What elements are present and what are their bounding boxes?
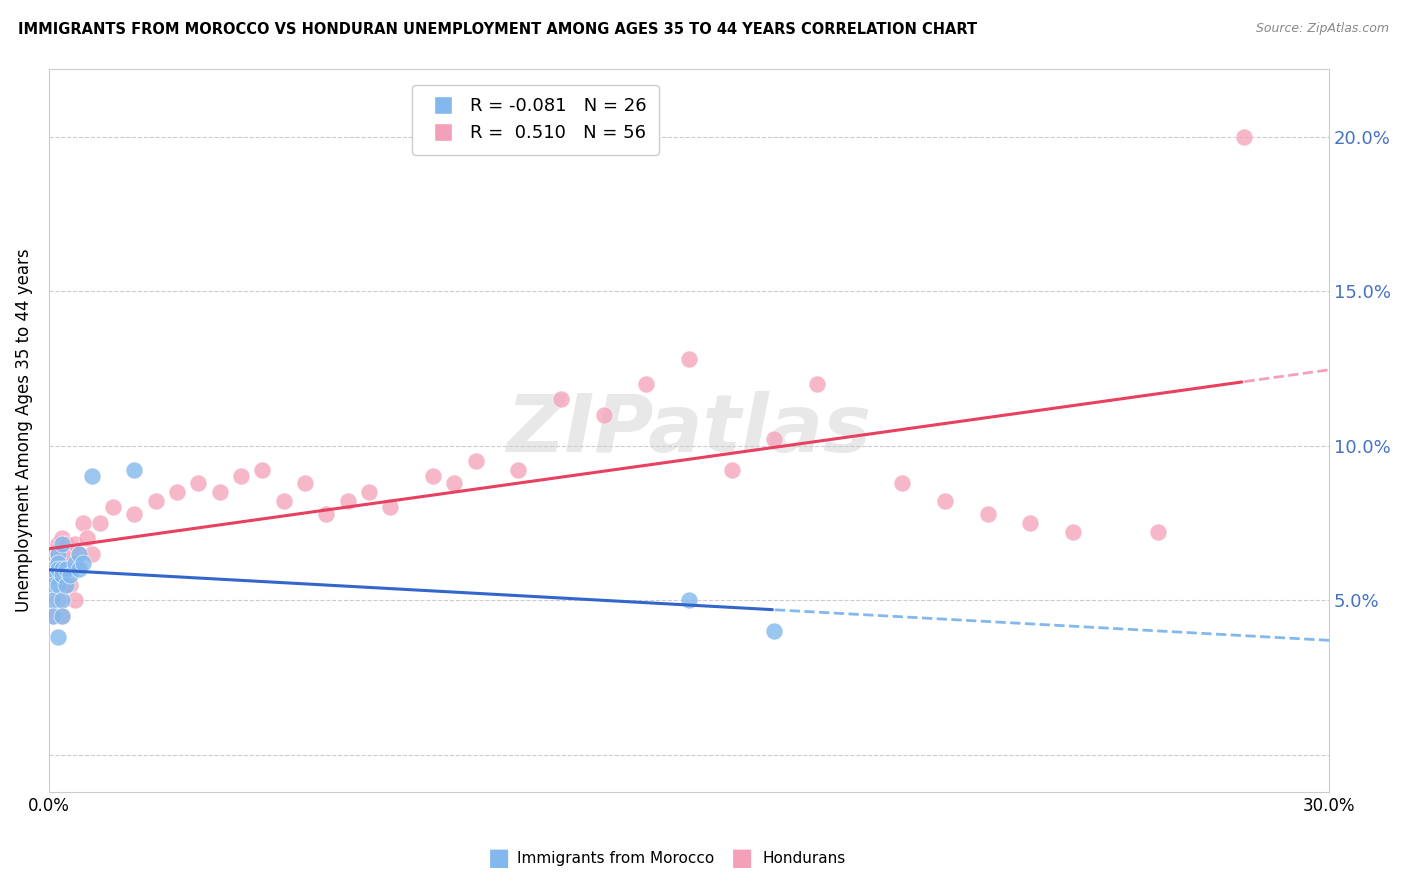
Point [763,433,786,447]
Point [51,562,73,576]
Point [51,568,73,582]
Point [46,577,69,591]
Point [55,577,77,591]
Point [229,469,252,483]
Point [124,507,146,521]
Point [51,608,73,623]
Point [42,562,65,576]
Point [806,376,828,391]
Point [101,500,124,515]
Point [55,577,77,591]
Point [273,494,295,508]
Point [1019,516,1042,530]
Point [55,562,77,576]
Point [166,484,188,499]
Point [46,562,69,576]
Point [67,562,90,576]
Point [63,537,86,551]
Point [891,475,914,490]
Point [42,547,65,561]
Point [59,547,82,561]
Point [124,463,146,477]
Point [42,608,65,623]
Point [46,562,69,576]
Point [252,463,274,477]
Point [357,484,380,499]
Point [1147,525,1170,540]
Point [1233,129,1256,144]
Point [59,577,82,591]
Point [42,568,65,582]
Point [80,547,103,561]
Point [678,593,700,607]
Point [720,463,742,477]
Point [89,516,111,530]
Text: Immigrants from Morocco: Immigrants from Morocco [517,851,714,865]
Point [67,547,90,561]
Legend: R = -0.081   N = 26, R =  0.510   N = 56: R = -0.081 N = 26, R = 0.510 N = 56 [412,85,659,155]
Point [294,475,316,490]
Point [76,531,98,545]
Point [1062,525,1084,540]
Point [592,408,614,422]
Point [46,593,69,607]
Point [51,568,73,582]
Point [208,484,231,499]
Point [46,630,69,644]
Point [763,624,786,638]
Point [380,500,402,515]
Point [934,494,956,508]
Point [508,463,530,477]
Point [145,494,167,508]
Point [46,537,69,551]
Text: ZIPatlas: ZIPatlas [506,391,872,469]
Point [678,351,700,366]
Point [42,593,65,607]
Y-axis label: Unemployment Among Ages 35 to 44 years: Unemployment Among Ages 35 to 44 years [15,248,32,612]
Point [51,531,73,545]
Point [51,537,73,551]
Point [977,507,1000,521]
Text: Source: ZipAtlas.com: Source: ZipAtlas.com [1256,22,1389,36]
Point [63,556,86,570]
Text: Hondurans: Hondurans [762,851,845,865]
Point [315,507,337,521]
Point [55,537,77,551]
Point [72,556,94,570]
Point [422,469,444,483]
Point [443,475,465,490]
Point [42,577,65,591]
Point [51,547,73,561]
Point [51,593,73,607]
Point [67,547,90,561]
Point [63,593,86,607]
Point [46,556,69,570]
Point [72,516,94,530]
Point [42,568,65,582]
Point [80,469,103,483]
Point [51,608,73,623]
Point [46,547,69,561]
Point [636,376,658,391]
Point [464,454,486,468]
Point [42,562,65,576]
Point [59,568,82,582]
Point [187,475,209,490]
Point [336,494,359,508]
Text: IMMIGRANTS FROM MOROCCO VS HONDURAN UNEMPLOYMENT AMONG AGES 35 TO 44 YEARS CORRE: IMMIGRANTS FROM MOROCCO VS HONDURAN UNEM… [18,22,977,37]
Point [46,547,69,561]
Point [51,562,73,576]
Point [550,392,572,407]
Text: ■: ■ [731,847,754,870]
Point [42,608,65,623]
Text: ■: ■ [488,847,510,870]
